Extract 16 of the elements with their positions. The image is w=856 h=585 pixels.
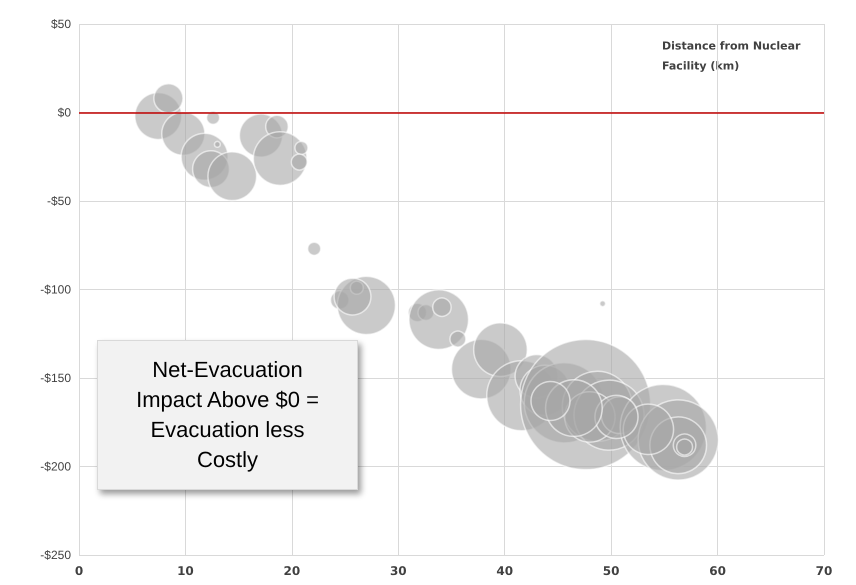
y-tick-label: -$250 (40, 548, 72, 562)
x-tick-label: 40 (496, 564, 514, 578)
y-tick-label: -$200 (40, 460, 72, 474)
x-tick-label: 30 (390, 564, 407, 578)
y-tick-label: -$150 (40, 371, 72, 385)
callout-box: Net-Evacuation Impact Above $0 = Evacuation less Costly (97, 340, 358, 490)
x-tick-label: 20 (284, 564, 300, 578)
y-tick-label: -$50 (46, 194, 72, 208)
x-tick-label: 0 (74, 564, 84, 578)
y-tick-label: -$100 (40, 282, 72, 296)
y-tick-label: $50 (50, 17, 72, 31)
y-tick-label: $0 (58, 106, 72, 120)
x-tick-label: 10 (177, 564, 194, 578)
x-tick-label: 70 (816, 564, 832, 578)
x-tick-label: 50 (602, 564, 620, 578)
x-tick-label: 60 (709, 564, 726, 578)
